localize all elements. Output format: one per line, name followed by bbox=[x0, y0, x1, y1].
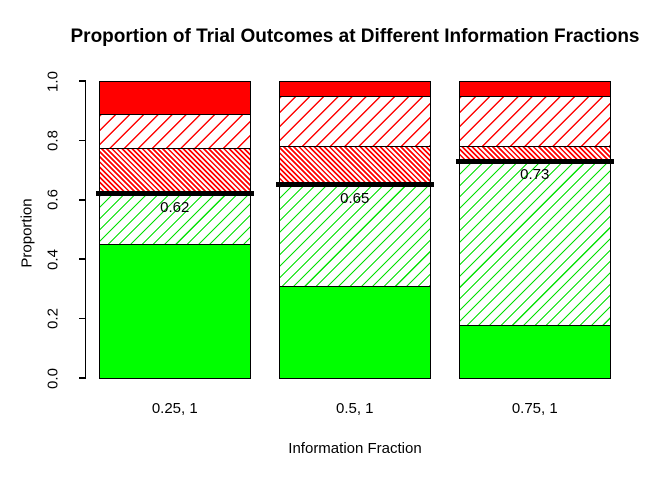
bar-segment-red-hatch bbox=[459, 95, 611, 148]
y-axis-tick-label: 1.0 bbox=[44, 70, 62, 92]
x-axis-tick-label: 0.75, 1 bbox=[511, 400, 558, 417]
y-axis-line bbox=[84, 81, 87, 379]
y-axis-tick bbox=[78, 80, 86, 82]
y-axis-tick-label: 0.4 bbox=[44, 248, 62, 270]
y-axis-tick-label: 0.6 bbox=[44, 189, 62, 211]
y-axis-tick-label: 0.0 bbox=[44, 367, 62, 389]
bar-segment-red-hatch-dense bbox=[99, 147, 251, 195]
bar-segment-green-solid bbox=[279, 285, 431, 379]
bar-segment-red-solid bbox=[459, 81, 611, 97]
bar-segment-red-solid bbox=[279, 81, 431, 97]
y-axis-tick bbox=[78, 139, 86, 142]
y-axis-tick-label: 0.8 bbox=[44, 129, 62, 151]
threshold-line bbox=[275, 182, 434, 188]
y-axis-tick bbox=[78, 317, 86, 320]
threshold-line bbox=[95, 191, 254, 197]
bar-segment-green-solid bbox=[459, 324, 611, 379]
threshold-label: 0.62 bbox=[160, 198, 190, 216]
y-axis-tick bbox=[78, 199, 86, 201]
y-axis-tick bbox=[78, 258, 86, 260]
threshold-line bbox=[455, 158, 614, 164]
y-axis-tick-label: 0.2 bbox=[44, 308, 62, 330]
bar-segment-red-hatch-dense bbox=[279, 146, 431, 186]
bar-segment-red-hatch bbox=[279, 95, 431, 148]
x-axis-tick-label: 0.5, 1 bbox=[335, 400, 374, 417]
bar-segment-red-solid bbox=[99, 81, 251, 115]
bar-segment-green-hatch bbox=[459, 161, 611, 326]
x-axis-label: Information Fraction bbox=[288, 440, 422, 457]
bar-segment-green-hatch bbox=[279, 184, 431, 287]
threshold-label: 0.65 bbox=[340, 189, 370, 207]
chart-title: Proportion of Trial Outcomes at Differen… bbox=[70, 26, 640, 47]
y-axis-tick bbox=[78, 377, 86, 379]
bar-segment-green-solid bbox=[99, 244, 251, 379]
bar-segment-red-hatch bbox=[99, 113, 251, 149]
threshold-label: 0.73 bbox=[520, 166, 550, 184]
x-axis-tick-label: 0.25, 1 bbox=[151, 400, 198, 417]
bar-segment-green-hatch bbox=[99, 193, 251, 246]
